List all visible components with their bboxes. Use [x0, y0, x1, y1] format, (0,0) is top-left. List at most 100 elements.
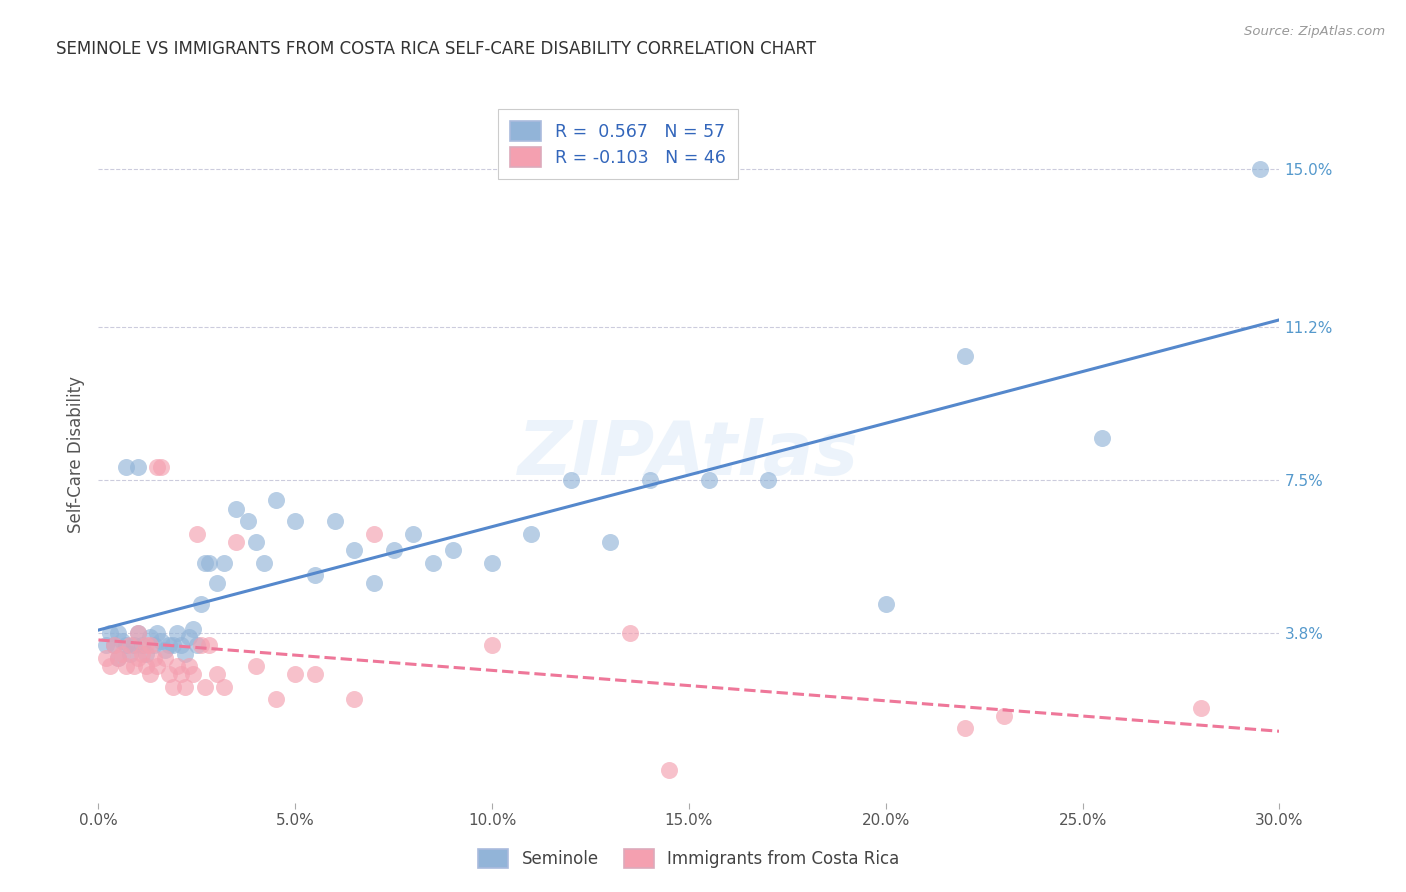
Point	[953, 349, 976, 363]
Point	[142, 639, 165, 653]
Point	[225, 534, 247, 549]
Point	[599, 534, 621, 549]
Text: Source: ZipAtlas.com: Source: ZipAtlas.com	[1244, 25, 1385, 38]
Point	[107, 651, 129, 665]
Point	[190, 597, 212, 611]
Point	[382, 543, 405, 558]
Point	[166, 659, 188, 673]
Point	[343, 543, 366, 558]
Point	[186, 639, 208, 653]
Point	[111, 647, 134, 661]
Point	[146, 659, 169, 673]
Point	[363, 526, 385, 541]
Point	[619, 626, 641, 640]
Point	[103, 639, 125, 653]
Point	[194, 680, 217, 694]
Point	[138, 630, 160, 644]
Point	[98, 626, 121, 640]
Point	[122, 659, 145, 673]
Point	[441, 543, 464, 558]
Point	[127, 626, 149, 640]
Point	[638, 473, 661, 487]
Point	[253, 556, 276, 570]
Text: SEMINOLE VS IMMIGRANTS FROM COSTA RICA SELF-CARE DISABILITY CORRELATION CHART: SEMINOLE VS IMMIGRANTS FROM COSTA RICA S…	[56, 40, 817, 58]
Point	[186, 526, 208, 541]
Point	[135, 647, 157, 661]
Point	[146, 626, 169, 640]
Point	[323, 514, 346, 528]
Point	[194, 556, 217, 570]
Point	[481, 556, 503, 570]
Point	[756, 473, 779, 487]
Point	[135, 639, 157, 653]
Point	[422, 556, 444, 570]
Point	[402, 526, 425, 541]
Point	[115, 659, 138, 673]
Point	[1091, 431, 1114, 445]
Point	[107, 626, 129, 640]
Y-axis label: Self-Care Disability: Self-Care Disability	[66, 376, 84, 533]
Point	[197, 639, 219, 653]
Point	[245, 659, 267, 673]
Point	[118, 639, 141, 653]
Point	[157, 639, 180, 653]
Point	[138, 639, 160, 653]
Point	[481, 639, 503, 653]
Point	[96, 639, 118, 653]
Point	[122, 639, 145, 653]
Point	[993, 708, 1015, 723]
Point	[214, 680, 236, 694]
Point	[304, 568, 326, 582]
Point	[162, 680, 184, 694]
Point	[205, 576, 228, 591]
Point	[697, 473, 720, 487]
Point	[1249, 162, 1271, 177]
Point	[162, 639, 184, 653]
Point	[174, 680, 197, 694]
Point	[111, 634, 134, 648]
Point	[103, 639, 125, 653]
Point	[284, 667, 307, 681]
Point	[245, 534, 267, 549]
Point	[181, 667, 204, 681]
Point	[146, 460, 169, 475]
Point	[560, 473, 582, 487]
Point	[96, 651, 118, 665]
Point	[115, 460, 138, 475]
Point	[177, 630, 200, 644]
Point	[214, 556, 236, 570]
Point	[658, 763, 681, 777]
Point	[127, 626, 149, 640]
Point	[190, 639, 212, 653]
Point	[363, 576, 385, 591]
Point	[127, 651, 149, 665]
Point	[166, 626, 188, 640]
Point	[177, 659, 200, 673]
Point	[138, 667, 160, 681]
Point	[953, 721, 976, 735]
Point	[127, 460, 149, 475]
Point	[225, 501, 247, 516]
Point	[157, 667, 180, 681]
Point	[98, 659, 121, 673]
Point	[343, 692, 366, 706]
Point	[205, 667, 228, 681]
Point	[1189, 700, 1212, 714]
Legend: Seminole, Immigrants from Costa Rica: Seminole, Immigrants from Costa Rica	[472, 842, 905, 874]
Text: ZIPAtlas: ZIPAtlas	[519, 418, 859, 491]
Point	[304, 667, 326, 681]
Point	[284, 514, 307, 528]
Point	[875, 597, 897, 611]
Point	[264, 493, 287, 508]
Point	[236, 514, 259, 528]
Point	[155, 642, 177, 657]
Point	[115, 639, 138, 653]
Point	[170, 639, 193, 653]
Point	[131, 647, 153, 661]
Point	[135, 659, 157, 673]
Point	[174, 647, 197, 661]
Point	[131, 639, 153, 653]
Point	[150, 634, 173, 648]
Point	[264, 692, 287, 706]
Point	[520, 526, 543, 541]
